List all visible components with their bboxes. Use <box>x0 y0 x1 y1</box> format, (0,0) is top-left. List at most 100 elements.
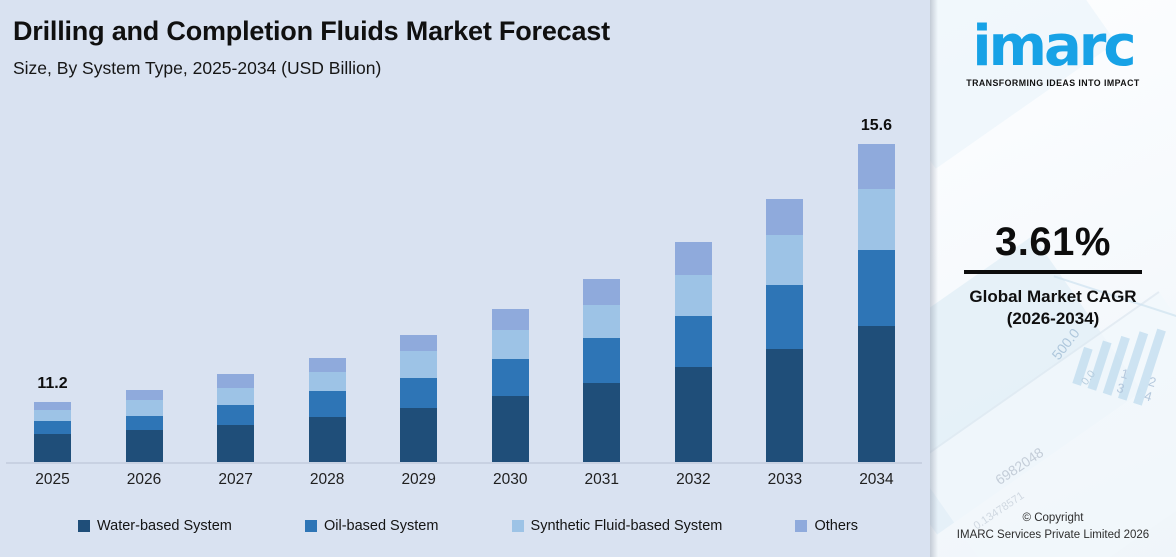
bar-segment-2031 <box>583 305 621 338</box>
brand-panel: 500.0 0.0 1 2 3 4 6982048 0.13478571 ima… <box>930 0 1176 557</box>
copyright-line1: © Copyright <box>1022 512 1084 524</box>
bar-segment-2031 <box>583 383 621 462</box>
bar-segment-2033 <box>766 285 804 349</box>
cagr-underline <box>964 270 1142 274</box>
legend-item: Others <box>795 518 858 534</box>
bar-segment-2027 <box>217 425 255 462</box>
bar-segment-2026 <box>125 400 163 416</box>
chart-legend: Water-based System Oil-based System Synthe… <box>78 518 858 534</box>
bar-segment-2029 <box>400 335 438 351</box>
bar-stack-2031 <box>583 279 621 462</box>
copyright-line2: IMARC Services Private Limited 2026 <box>956 528 1150 541</box>
bar-segment-2032 <box>674 316 712 367</box>
x-axis-label-2025: 2025 <box>35 471 70 488</box>
bar-segment-2030 <box>491 330 529 359</box>
x-axis-label-2029: 2029 <box>401 471 436 488</box>
legend-label: Others <box>814 518 858 534</box>
bar-segment-2034 <box>857 250 895 326</box>
x-axis-label-2030: 2030 <box>493 471 528 488</box>
legend-swatch-icon <box>304 520 317 532</box>
mini-bar <box>1102 335 1130 396</box>
bar-segment-2026 <box>125 390 163 400</box>
x-axis-label-2027: 2027 <box>218 471 253 488</box>
bar-segment-2032 <box>674 275 712 316</box>
bar-segment-2031 <box>583 279 621 305</box>
x-axis-label-2028: 2028 <box>309 471 345 488</box>
watermark-text: 0.0 <box>1079 368 1099 388</box>
bar-segment-2034 <box>857 144 895 189</box>
legend-item: Synthetic Fluid-based System <box>511 518 723 534</box>
bar-segment-2027 <box>217 405 255 425</box>
bar-segment-2025 <box>34 402 71 410</box>
bar-segment-2029 <box>400 408 438 462</box>
cagr-block: 3.61% Global Market CAGR (2026-2034) <box>930 220 1176 330</box>
copyright: © Copyright IMARC Services Private Limit… <box>930 510 1176 543</box>
bar-segment-2025 <box>34 434 71 462</box>
imarc-tagline: TRANSFORMING IDEAS INTO IMPACT <box>966 78 1140 89</box>
cagr-value: 3.61% <box>995 220 1111 264</box>
imarc-logo-text: imarc <box>972 14 1136 79</box>
x-axis-label-2034: 2034 <box>859 471 894 488</box>
bar-segment-2033 <box>766 349 804 462</box>
bar-stack-2030 <box>491 309 529 462</box>
bar-segment-2028 <box>308 417 346 462</box>
bar-stack-2027 <box>217 374 255 462</box>
x-axis-label-2032: 2032 <box>676 471 711 488</box>
bar-stack-2026 <box>125 390 163 462</box>
legend-swatch-icon <box>795 520 808 532</box>
bar-value-label-2034: 15.6 <box>860 117 892 134</box>
legend-label: Oil-based System <box>323 518 439 534</box>
bar-segment-2033 <box>766 199 804 235</box>
chart-title: Drilling and Completion Fluids Market Fo… <box>13 16 610 46</box>
bar-stack-2034 <box>857 144 895 462</box>
bar-segment-2028 <box>308 391 346 417</box>
bar-segment-2025 <box>34 421 71 434</box>
watermark-text: 500.0 <box>1048 325 1083 363</box>
bar-segment-2025 <box>34 410 71 421</box>
bar-segment-2030 <box>491 309 529 330</box>
bar-segment-2027 <box>217 388 255 405</box>
bar-segment-2027 <box>217 374 255 388</box>
bar-value-label-2025: 11.2 <box>37 375 68 392</box>
bar-stack-2033 <box>766 199 804 462</box>
bar-segment-2030 <box>491 359 529 396</box>
bar-stack-2029 <box>400 335 438 462</box>
legend-swatch-icon <box>78 520 90 532</box>
bar-segment-2032 <box>674 242 712 275</box>
mini-bar <box>1087 340 1112 391</box>
x-axis-label-2026: 2026 <box>126 471 162 488</box>
bar-segment-2034 <box>857 326 895 462</box>
bar-segment-2031 <box>583 338 621 383</box>
bar-segment-2032 <box>674 367 712 462</box>
bar-segment-2026 <box>125 430 163 462</box>
bar-stack-2032 <box>674 242 712 462</box>
cagr-label-line1: Global Market CAGR <box>969 287 1137 306</box>
bar-segment-2034 <box>857 189 895 250</box>
mini-bar <box>1117 331 1149 401</box>
watermark-text: 1 2 3 4 <box>1114 365 1167 407</box>
x-axis-label-2033: 2033 <box>767 471 803 488</box>
plot-area: Drilling and Completion Fluids Market Fo… <box>6 16 922 488</box>
bar-segment-2033 <box>766 235 804 285</box>
cagr-label-line2: (2026-2034) <box>1006 309 1100 329</box>
legend-swatch-icon <box>511 520 524 532</box>
chart-subtitle: Size, By System Type, 2025-2034 (USD Bil… <box>13 58 382 78</box>
mini-bar <box>1072 346 1093 386</box>
x-axis-line <box>6 462 922 464</box>
bar-stack-2028 <box>308 358 346 462</box>
imarc-logo: imarc TRANSFORMING IDEAS INTO IMPACT <box>930 6 1176 88</box>
x-axis-label-2031: 2031 <box>584 471 620 488</box>
watermark-text: 6982048 <box>992 444 1047 488</box>
legend-label: Synthetic Fluid-based System <box>530 518 723 534</box>
legend-item: Oil-based System <box>304 518 439 534</box>
legend-item: Water-based System <box>78 518 232 534</box>
bar-segment-2029 <box>400 351 438 378</box>
bar-segment-2029 <box>400 378 438 408</box>
bar-segment-2026 <box>125 416 163 430</box>
legend-label: Water-based System <box>97 518 232 534</box>
bar-segment-2030 <box>491 396 529 462</box>
mini-bar <box>1133 328 1166 406</box>
bar-segment-2028 <box>308 372 346 391</box>
bar-segment-2028 <box>308 358 346 372</box>
